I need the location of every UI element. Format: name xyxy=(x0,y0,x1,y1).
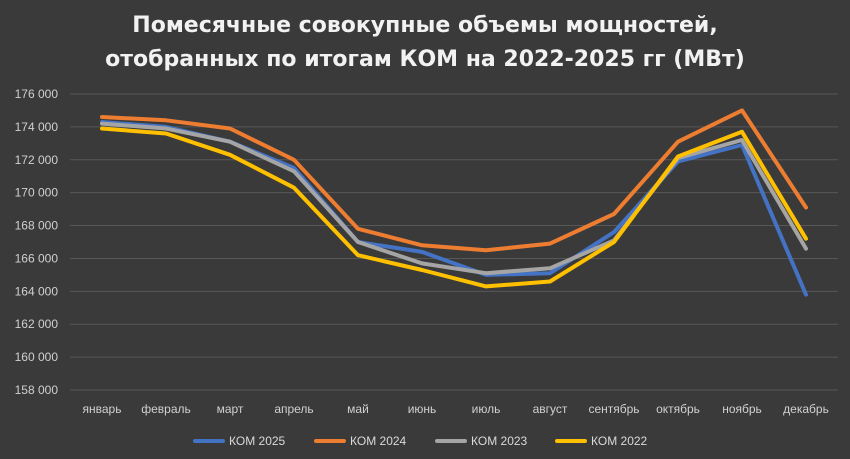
legend-label: КОМ 2025 xyxy=(229,434,286,448)
x-tick-label: ноябрь xyxy=(722,402,762,416)
x-tick-label: октябрь xyxy=(656,402,700,416)
x-tick-label: апрель xyxy=(274,402,313,416)
x-tick-label: июнь xyxy=(408,402,437,416)
y-tick-label: 162 000 xyxy=(15,317,59,331)
x-tick-label: сентябрь xyxy=(588,402,639,416)
y-tick-label: 174 000 xyxy=(15,120,59,134)
x-tick-label: февраль xyxy=(141,402,191,416)
legend: КОМ 2025 КОМ 2024 КОМ 2023 КОМ 2022 xyxy=(193,434,648,448)
legend-label: КОМ 2023 xyxy=(471,434,528,448)
series-line xyxy=(100,108,808,253)
x-tick-label: май xyxy=(347,402,369,416)
gridlines xyxy=(70,93,838,391)
series-line xyxy=(100,126,808,289)
x-tick-label: март xyxy=(217,402,244,416)
y-axis-ticks: 158 000 160 000 162 000 164 000 166 000 168 0… xyxy=(15,87,59,397)
y-tick-label: 172 000 xyxy=(15,153,59,167)
series-line xyxy=(100,121,808,276)
y-tick-label: 166 000 xyxy=(15,251,59,265)
y-tick-label: 170 000 xyxy=(15,186,59,200)
y-tick-label: 168 000 xyxy=(15,219,59,233)
y-tick-label: 164 000 xyxy=(15,284,59,298)
y-tick-label: 160 000 xyxy=(15,350,59,364)
legend-label: КОМ 2024 xyxy=(350,434,407,448)
chart-title-line-2: отобранных по итогам КОМ на 2022-2025 гг… xyxy=(105,47,745,72)
series-lines xyxy=(100,108,808,297)
y-tick-label: 176 000 xyxy=(15,87,59,101)
x-tick-label: январь xyxy=(83,402,122,416)
x-tick-label: декабрь xyxy=(783,402,829,416)
legend-label: КОМ 2022 xyxy=(591,434,648,448)
x-tick-label: июль xyxy=(472,402,501,416)
y-tick-label: 158 000 xyxy=(15,383,59,397)
x-tick-label: август xyxy=(533,402,568,416)
chart-title-line-1: Помесячные совокупные объемы мощностей, xyxy=(132,13,717,38)
x-axis-ticks: январь февраль март апрель май июнь июль август… xyxy=(83,402,829,416)
